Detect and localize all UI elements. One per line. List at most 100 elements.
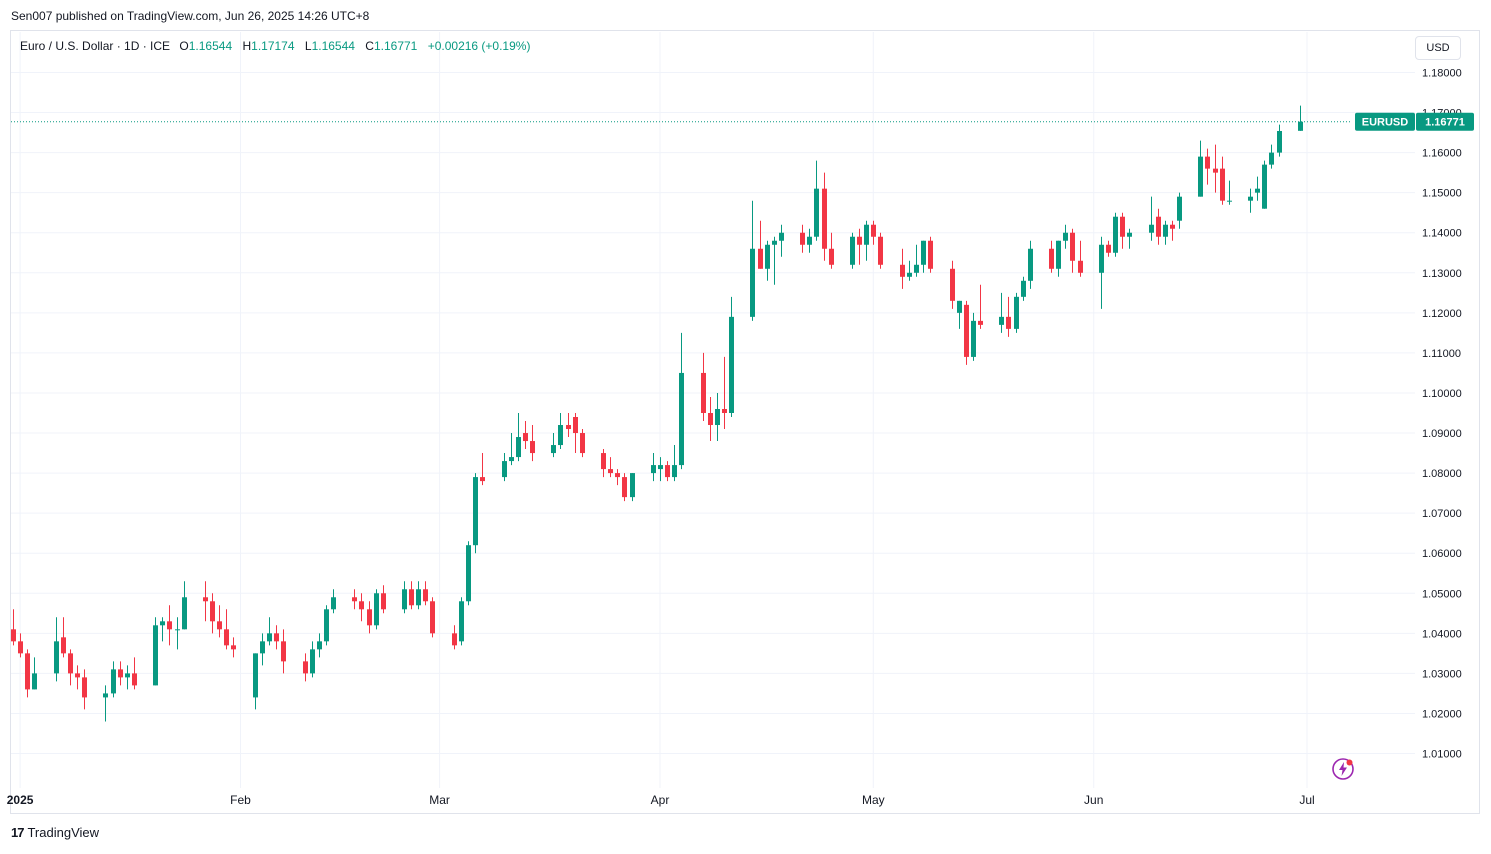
- tradingview-logo-icon: 17: [11, 825, 25, 840]
- price-tick-label: 1.12000: [1422, 308, 1462, 320]
- candle-up: [502, 453, 507, 482]
- candle-down: [480, 453, 485, 486]
- candle-down: [118, 661, 123, 686]
- candle-up: [558, 413, 563, 450]
- candle-down: [878, 232, 883, 269]
- candle-down: [452, 625, 457, 650]
- lightning-bolt-icon[interactable]: [1331, 757, 1355, 781]
- candle-up: [1198, 140, 1203, 197]
- candle-up: [1177, 192, 1182, 229]
- candle-up: [1269, 144, 1274, 169]
- candle-down: [900, 248, 905, 289]
- candle-body: [61, 637, 66, 654]
- price-tick-label: 1.03000: [1422, 668, 1462, 680]
- candle-body: [1177, 196, 1182, 221]
- candle-down: [231, 637, 236, 658]
- candle-down: [800, 224, 805, 253]
- candle-down: [822, 172, 827, 261]
- candle-body: [1006, 316, 1011, 329]
- candle-body: [800, 232, 805, 245]
- candle-up: [630, 473, 635, 502]
- tradingview-footer[interactable]: 17 TradingView: [11, 825, 99, 840]
- candle-body: [402, 589, 407, 610]
- candle-body: [1255, 188, 1260, 193]
- candle-body: [729, 316, 734, 413]
- candle-body: [1277, 130, 1282, 153]
- candle-down: [367, 601, 372, 634]
- candle-body: [331, 597, 336, 610]
- price-tag-value-bg: [1416, 112, 1474, 131]
- candle-body: [1227, 200, 1232, 202]
- candle-body: [459, 601, 464, 642]
- candle-body: [423, 589, 428, 602]
- candle-up: [1099, 236, 1104, 309]
- candle-up: [253, 653, 258, 710]
- candle-down: [622, 473, 627, 502]
- price-tick-label: 1.16000: [1422, 148, 1462, 160]
- chart-grid: [11, 32, 1415, 788]
- legend-high-label: H: [242, 39, 252, 53]
- currency-button[interactable]: USD: [1415, 36, 1461, 60]
- candle-up: [111, 661, 116, 698]
- candle-body: [32, 673, 37, 690]
- candle-down: [409, 581, 414, 610]
- candle-body: [1269, 152, 1274, 165]
- candle-body: [82, 677, 87, 698]
- candle-body: [900, 264, 905, 277]
- price-tag-value: 1.16771: [1425, 117, 1465, 129]
- candle-down: [708, 396, 713, 442]
- candle-body: [25, 653, 30, 690]
- candle-down: [829, 232, 834, 269]
- candle-down: [18, 633, 23, 658]
- candle-body: [651, 465, 656, 474]
- candle-body: [758, 248, 763, 269]
- time-tick-label: Jun: [1084, 793, 1103, 807]
- price-tick-label: 1.07000: [1422, 508, 1462, 520]
- candle-body: [1170, 224, 1175, 229]
- candle-body: [1262, 164, 1267, 209]
- candle-up: [1113, 212, 1118, 257]
- legend-change: +0.00216 (+0.19%): [427, 39, 531, 53]
- candle-up: [416, 581, 421, 610]
- candle-up: [779, 224, 784, 257]
- time-axis: 2025 Feb Mar Apr May Jun Jul: [7, 793, 1315, 807]
- price-tick-label: 1.13000: [1422, 268, 1462, 280]
- candle-up: [1149, 196, 1154, 241]
- candle-body: [111, 669, 116, 694]
- candle-down: [615, 469, 620, 486]
- candle-body: [1149, 224, 1154, 233]
- candle-down: [722, 356, 727, 430]
- candle-up: [850, 232, 855, 269]
- candle-body: [850, 236, 855, 265]
- candle-up: [160, 617, 165, 642]
- candle-body: [253, 653, 258, 698]
- candle-body: [878, 236, 883, 265]
- candle-up: [260, 633, 265, 666]
- candle-body: [615, 473, 620, 478]
- candle-body: [978, 320, 983, 325]
- time-tick-label: Apr: [651, 793, 670, 807]
- legend: Euro / U.S. Dollar · 1D · ICE O1.16544 H…: [20, 39, 530, 53]
- candle-body: [772, 240, 777, 245]
- candle-up: [310, 641, 315, 678]
- candle-up: [864, 220, 869, 261]
- candle-down: [381, 585, 386, 614]
- candle-up: [765, 240, 770, 281]
- candle-down: [203, 581, 208, 622]
- price-tick-label: 1.09000: [1422, 428, 1462, 440]
- candle-body: [516, 437, 521, 458]
- time-tick-label: May: [862, 793, 885, 807]
- candle-up: [374, 589, 379, 630]
- candle-up: [125, 665, 130, 690]
- candle-up: [32, 657, 37, 690]
- candle-up: [1262, 160, 1267, 209]
- candle-body: [672, 465, 677, 478]
- tradingview-brand: TradingView: [27, 825, 100, 840]
- legend-symbol[interactable]: Euro / U.S. Dollar · 1D · ICE: [20, 39, 171, 53]
- candle-body: [359, 601, 364, 610]
- candle-body: [807, 236, 812, 245]
- candle-down: [928, 236, 933, 273]
- candle-up: [1021, 276, 1026, 301]
- candle-down: [281, 629, 286, 674]
